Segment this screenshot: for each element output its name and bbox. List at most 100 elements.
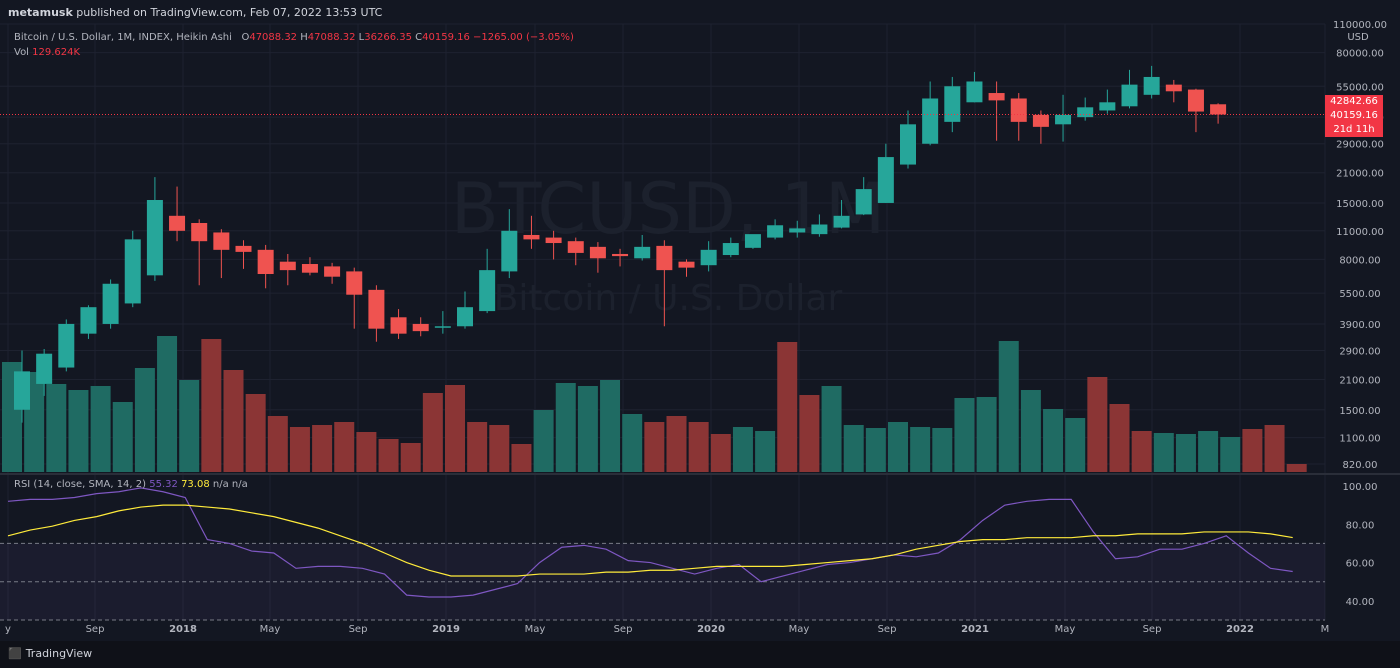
volume-bar xyxy=(777,342,798,472)
rsi-tick-label: 100.00 xyxy=(1343,482,1378,493)
rsi-tick-label: 60.00 xyxy=(1346,559,1375,570)
volume-bar xyxy=(644,422,665,472)
volume-bar xyxy=(378,439,399,472)
candle-body xyxy=(213,232,230,250)
volume-bar xyxy=(710,434,731,472)
volume-bar xyxy=(112,402,133,472)
volume-bars xyxy=(2,336,1307,472)
time-tick-label: 2020 xyxy=(697,624,725,635)
rsi-tick-label: 80.00 xyxy=(1346,520,1375,531)
volume-bar xyxy=(732,427,753,472)
time-tick-label: Sep xyxy=(614,624,633,635)
candlesticks xyxy=(14,65,1227,423)
candle-body xyxy=(1143,76,1160,95)
time-tick-label: Sep xyxy=(1143,624,1162,635)
volume-bar xyxy=(1087,377,1108,472)
time-tick-label: M xyxy=(1321,624,1330,635)
price-tag-last: 40159.16 xyxy=(1325,109,1383,123)
candle-body xyxy=(744,234,761,248)
candle-body xyxy=(789,228,806,233)
time-tick-label: 2019 xyxy=(432,624,460,635)
time-tick-label: Sep xyxy=(878,624,897,635)
volume-bar xyxy=(1264,425,1285,472)
time-tick-label: Sep xyxy=(349,624,368,635)
time-tick-label: May xyxy=(260,624,281,635)
volume-bar xyxy=(865,428,886,472)
candle-body xyxy=(833,215,850,228)
high-value: 47088.32 xyxy=(307,32,356,43)
volume-bar xyxy=(1065,418,1086,472)
high-label: H xyxy=(300,32,308,43)
currency-label: USD xyxy=(1347,32,1369,43)
candle-body xyxy=(1187,89,1204,112)
candle-body xyxy=(612,253,629,257)
rsi-ma-value: 73.08 xyxy=(181,479,210,490)
price-axis[interactable]: 110000.0080000.0055000.0039000.0029000.0… xyxy=(1333,20,1387,608)
brand-name: TradingView xyxy=(25,647,93,660)
candle-body xyxy=(501,230,518,272)
volume-label[interactable]: Vol xyxy=(14,47,29,58)
candle-body xyxy=(124,239,141,304)
candle-body xyxy=(58,323,75,368)
candle-body xyxy=(722,243,739,256)
volume-bar xyxy=(1020,390,1041,472)
candle-body xyxy=(523,234,540,240)
candle-body xyxy=(191,222,208,242)
price-tick-label: 110000.00 xyxy=(1333,20,1387,31)
rsi-label[interactable]: RSI (14, close, SMA, 14, 2) xyxy=(14,479,147,490)
candle-body xyxy=(1165,84,1182,92)
volume-bar xyxy=(1153,433,1174,472)
volume-bar xyxy=(1242,429,1263,472)
volume-bar xyxy=(245,394,266,472)
candle-body xyxy=(811,224,828,235)
volume-bar xyxy=(179,380,200,472)
rsi-line xyxy=(7,487,1293,598)
volume-value: 129.624K xyxy=(32,47,81,58)
volume-bar xyxy=(1198,431,1219,472)
close-label: C xyxy=(415,32,423,43)
candle-body xyxy=(877,157,894,203)
price-tick-label: 21000.00 xyxy=(1336,169,1384,180)
price-tick-label: 5500.00 xyxy=(1339,289,1380,300)
volume-bar xyxy=(334,422,355,472)
candle-body xyxy=(1210,104,1227,115)
watermark-symbol: BTCUSD, 1M xyxy=(451,168,886,250)
time-tick-label: 2021 xyxy=(961,624,989,635)
time-tick-label: 2022 xyxy=(1226,624,1254,635)
candle-body xyxy=(1032,114,1049,127)
candle-body xyxy=(1099,102,1116,111)
time-axis[interactable]: y Sep 2018 May Sep 2019 May Sep 2020 May Sep 2021 Ma… xyxy=(5,624,1329,635)
ohlc-row: Bitcoin / U.S. Dollar, 1M, INDEX, Heikin… xyxy=(14,30,574,45)
candle-body xyxy=(1077,107,1094,118)
watermark-name: Bitcoin / U.S. Dollar xyxy=(494,278,843,319)
price-tag-countdown: 21d 11h xyxy=(1325,123,1383,137)
candle-body xyxy=(545,237,562,244)
time-tick-label: 2018 xyxy=(169,624,197,635)
low-label: L xyxy=(358,32,365,43)
publish-bar: metamusk published on TradingView.com, F… xyxy=(0,0,1400,24)
footer-bar: ⬛ TradingView xyxy=(0,641,1400,668)
volume-bar xyxy=(932,428,953,472)
tradingview-logo[interactable]: ⬛ TradingView xyxy=(8,647,92,660)
volume-bar xyxy=(68,390,89,472)
candle-body xyxy=(479,270,496,312)
author-name[interactable]: metamusk xyxy=(8,6,73,19)
candle-body xyxy=(102,283,119,324)
volume-bar xyxy=(954,398,975,472)
series-legend: Bitcoin / U.S. Dollar, 1M, INDEX, Heikin… xyxy=(14,30,574,60)
volume-bar xyxy=(223,370,244,472)
candle-body xyxy=(966,81,983,103)
pane-separator[interactable] xyxy=(0,473,1400,475)
volume-bar xyxy=(356,432,377,472)
volume-bar xyxy=(843,425,864,472)
candle-body xyxy=(368,289,385,329)
symbol-description[interactable]: Bitcoin / U.S. Dollar, 1M, INDEX, Heikin… xyxy=(14,32,232,43)
candle-body xyxy=(412,323,429,332)
rsi-extra: n/a n/a xyxy=(212,479,248,490)
price-tick-label: 2100.00 xyxy=(1339,376,1380,387)
volume-bar xyxy=(445,385,465,472)
price-tick-label: 3900.00 xyxy=(1339,320,1380,331)
price-tick-label: 80000.00 xyxy=(1336,49,1384,60)
volume-bar xyxy=(888,422,908,472)
